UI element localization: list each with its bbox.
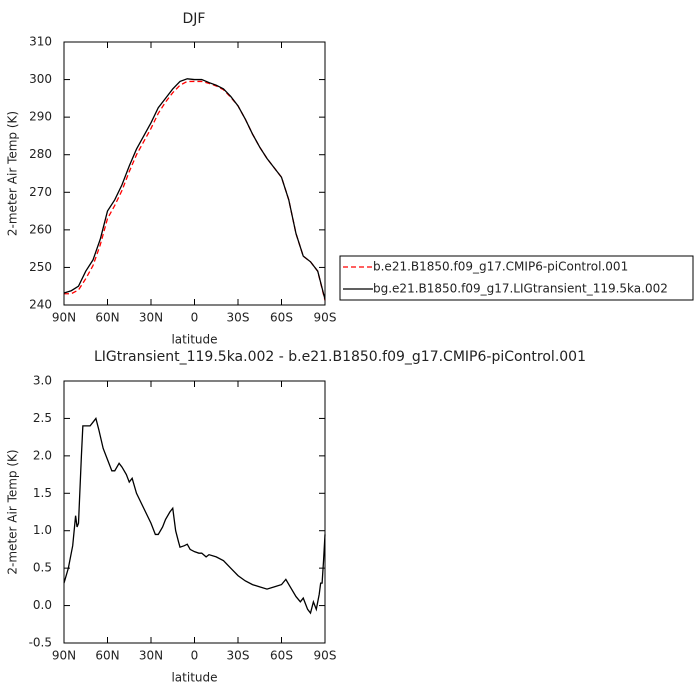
y-tick-label: 1.0 [33, 523, 52, 537]
x-tick-label: 0 [191, 311, 199, 325]
x-tick-label: 30N [139, 311, 163, 325]
chart-title: DJF [183, 11, 206, 27]
y-tick-label: 3.0 [33, 374, 52, 388]
y-tick-label: 290 [29, 110, 52, 124]
x-tick-label: 90N [52, 649, 76, 663]
x-tick-label: 60N [95, 649, 119, 663]
y-axis-label: 2-meter Air Temp (K) [6, 449, 20, 574]
x-tick-label: 90S [314, 649, 337, 663]
x-axis-label: latitude [171, 333, 217, 347]
legend-label: b.e21.B1850.f09_g17.CMIP6-piControl.001 [373, 260, 628, 274]
x-tick-label: 0 [191, 649, 199, 663]
y-tick-label: 270 [29, 185, 52, 199]
x-tick-label: 30S [227, 311, 250, 325]
y-tick-label: 240 [29, 298, 52, 312]
y-tick-label: 1.5 [33, 486, 52, 500]
y-tick-label: 250 [29, 260, 52, 274]
x-axis-label: latitude [171, 671, 217, 685]
x-tick-label: 90S [314, 311, 337, 325]
y-tick-label: 310 [29, 35, 52, 49]
y-tick-label: 300 [29, 72, 52, 86]
x-tick-label: 30S [227, 649, 250, 663]
legend-box [339, 255, 694, 301]
y-tick-label: 0.0 [33, 598, 52, 612]
x-tick-label: 60S [270, 649, 293, 663]
plot-frame [63, 41, 326, 306]
legend-label: bg.e21.B1850.f09_g17.LIGtransient_119.5k… [373, 282, 668, 296]
x-tick-label: 30N [139, 649, 163, 663]
x-tick-label: 60N [95, 311, 119, 325]
y-tick-label: 2.5 [33, 411, 52, 425]
data-line [63, 416, 326, 615]
x-tick-label: 60S [270, 311, 293, 325]
y-tick-label: 280 [29, 147, 52, 161]
data-line [63, 78, 326, 300]
y-tick-label: 0.5 [33, 561, 52, 575]
y-tick-label: 2.0 [33, 448, 52, 462]
x-tick-label: 90N [52, 311, 76, 325]
y-axis-label: 2-meter Air Temp (K) [6, 111, 20, 236]
plot-frame [63, 380, 326, 644]
y-tick-label: -0.5 [29, 636, 52, 650]
y-tick-label: 260 [29, 222, 52, 236]
chart-title: LIGtransient_119.5ka.002 - b.e21.B1850.f… [94, 349, 586, 365]
